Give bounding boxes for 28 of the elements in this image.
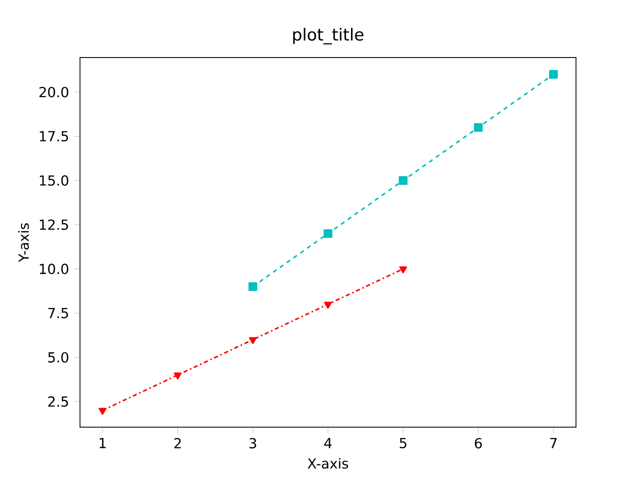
point <box>549 70 558 79</box>
point <box>474 123 483 132</box>
point <box>98 408 106 415</box>
point <box>248 337 257 344</box>
x-tick-label: 7 <box>550 438 557 448</box>
x-tick-label: 3 <box>250 438 256 448</box>
x-tick-label: 1 <box>100 438 106 448</box>
y-tick-label: 5.0 <box>48 352 68 363</box>
y-tick-label: 10.0 <box>40 264 68 274</box>
point <box>324 229 332 238</box>
y-tick-label: 7.5 <box>48 308 68 318</box>
point <box>324 302 332 309</box>
y-tick-label: 12.5 <box>40 219 68 230</box>
x-axis-title: X-axis <box>308 458 348 469</box>
y-tick-label: 15.0 <box>40 175 68 186</box>
x-tick-label: 6 <box>474 438 482 448</box>
x-tick-label: 5 <box>400 438 406 448</box>
point <box>248 282 258 291</box>
point <box>398 176 408 185</box>
x-tick-label: 2 <box>174 438 181 448</box>
y-tick-label: 20.0 <box>39 86 68 98</box>
point <box>399 266 408 274</box>
x-tick-label: 4 <box>324 438 332 448</box>
point <box>174 372 182 380</box>
y-tick-label: 2.5 <box>48 396 68 407</box>
y-tick-label: 17.5 <box>40 131 68 142</box>
chart-title: plot_title <box>293 28 364 44</box>
y-axis-title: Y-axis <box>18 223 29 262</box>
